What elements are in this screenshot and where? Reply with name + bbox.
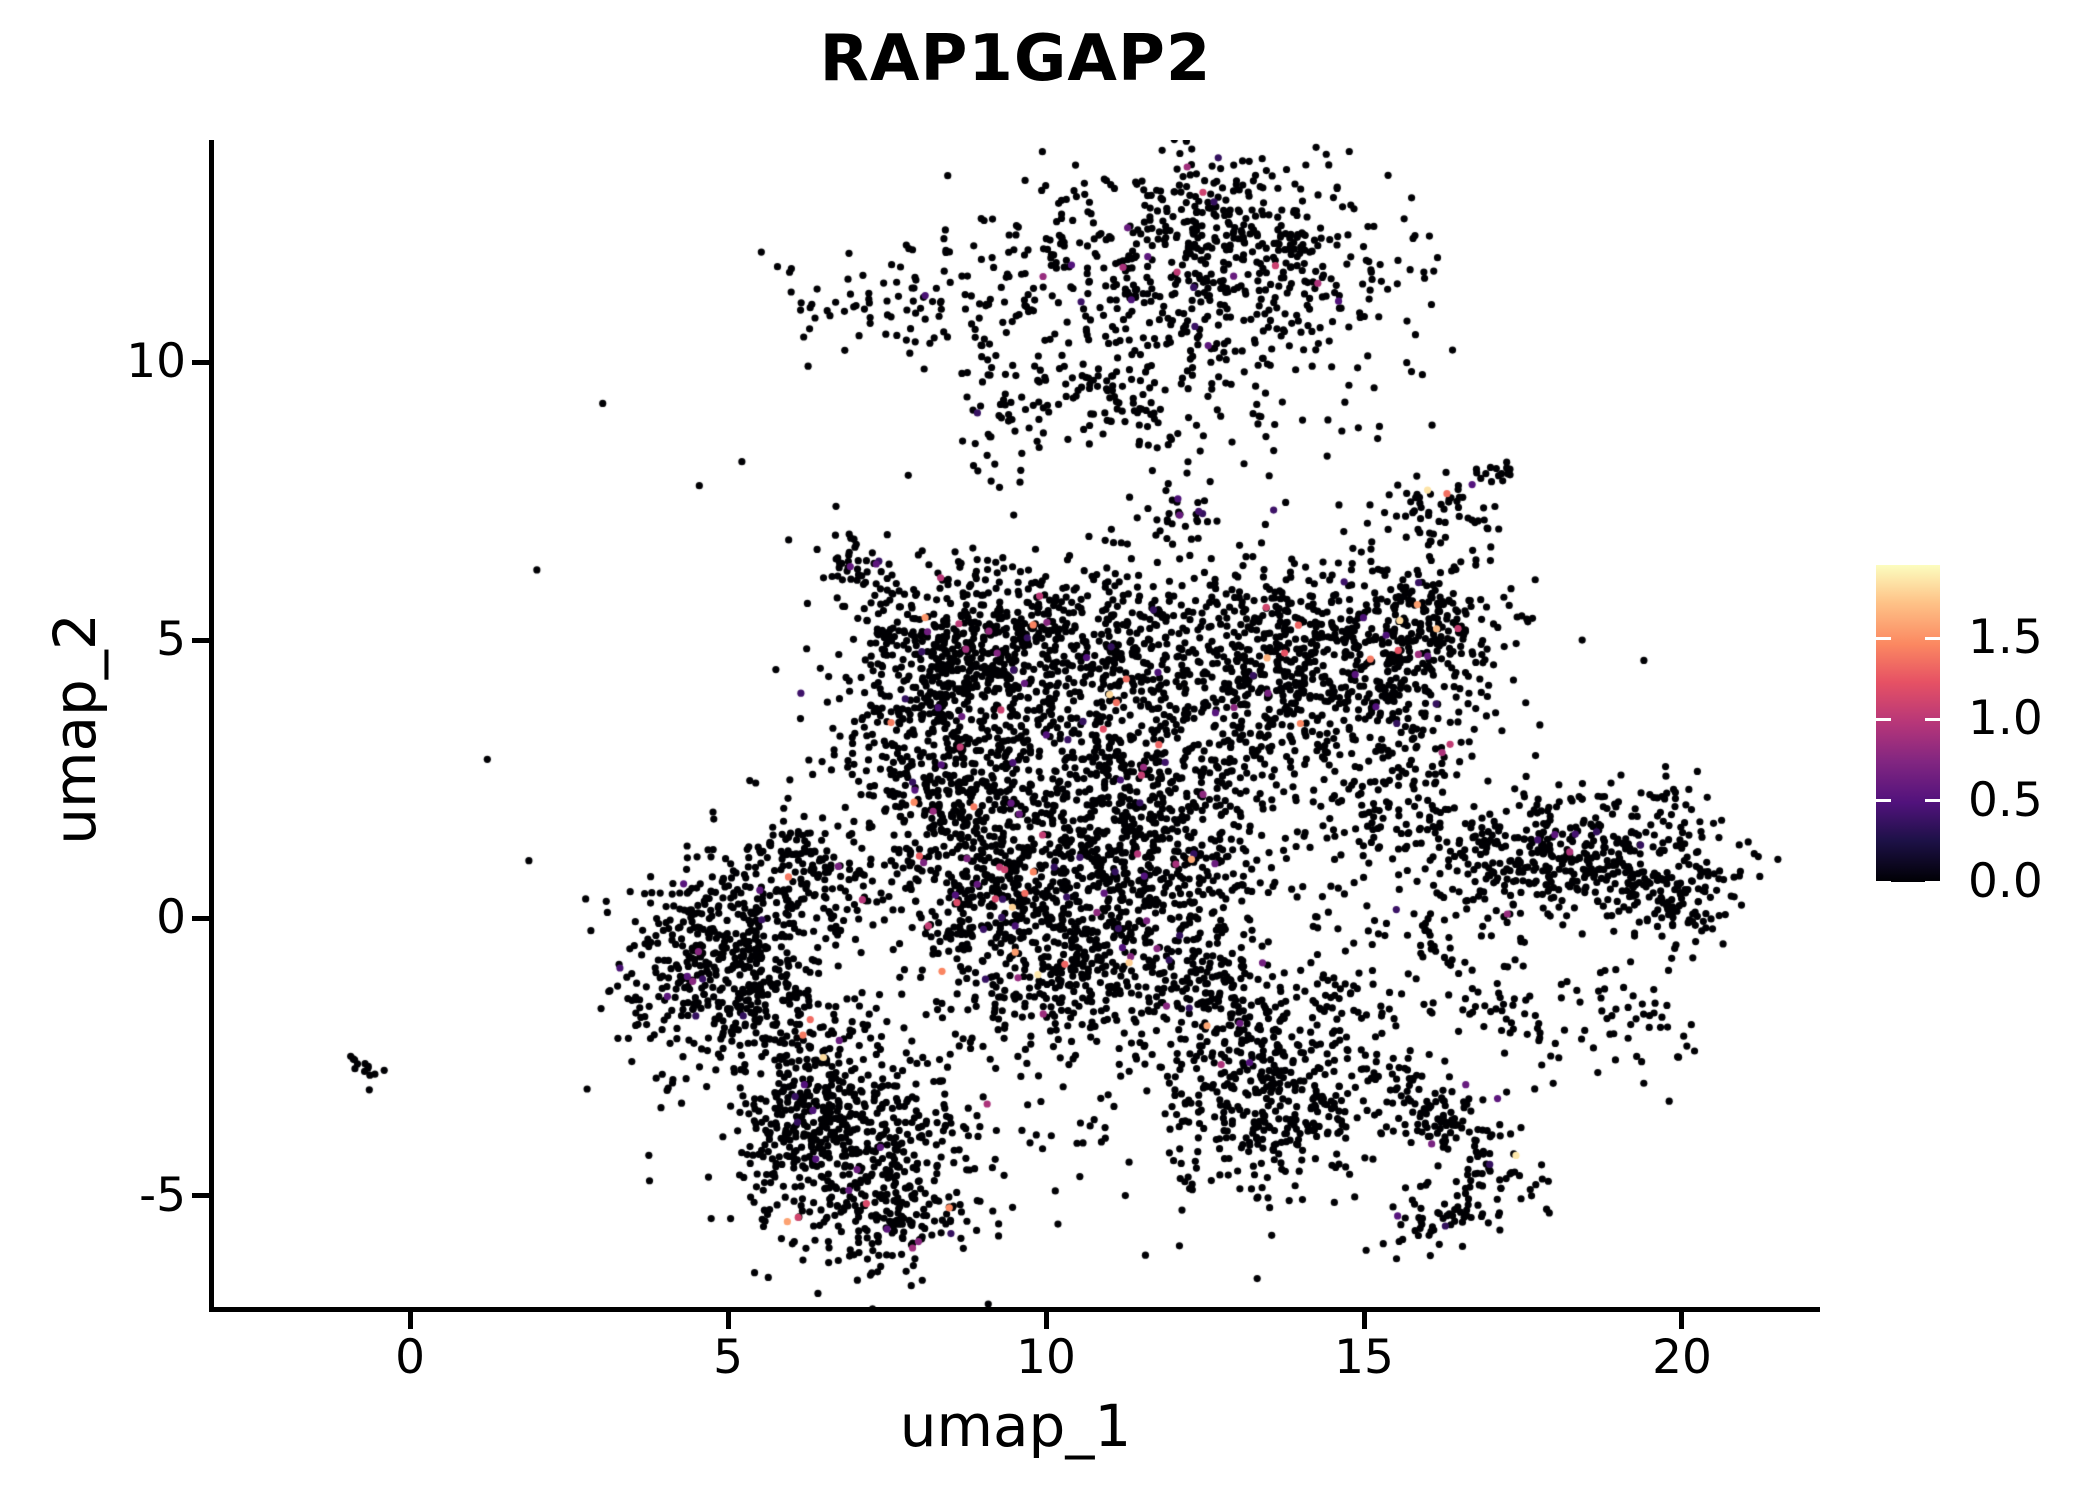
colorbar-tick-label: 1.0 (1968, 691, 2043, 747)
y-axis-line (209, 140, 214, 1312)
x-axis-line (209, 1307, 1820, 1312)
colorbar-tick-label: 0.0 (1968, 854, 2043, 909)
y-tick-label: -5 (139, 1167, 186, 1223)
y-tick-label: 5 (156, 612, 186, 668)
x-tick-mark (1361, 1312, 1367, 1329)
x-tick-mark (1679, 1312, 1685, 1329)
colorbar-tick-mark (1925, 880, 1940, 884)
x-tick-label: 20 (1652, 1330, 1712, 1385)
colorbar-tick-mark (1876, 636, 1891, 640)
colorbar-tick-mark (1925, 799, 1940, 803)
x-tick-mark (1043, 1312, 1049, 1329)
x-tick-label: 15 (1334, 1330, 1394, 1385)
y-tick-label: 10 (126, 334, 186, 390)
x-tick-mark (725, 1312, 731, 1329)
colorbar-tick-mark (1876, 799, 1891, 803)
colorbar-tick-label: 1.5 (1968, 610, 2043, 666)
x-tick-label: 5 (713, 1330, 743, 1385)
colorbar-gradient (1876, 565, 1940, 882)
chart-title: RAP1GAP2 (819, 22, 1212, 96)
y-tick-mark (192, 637, 209, 643)
colorbar-tick-label: 0.5 (1968, 772, 2043, 828)
y-tick-mark (192, 915, 209, 921)
x-tick-label: 10 (1016, 1330, 1076, 1385)
colorbar-tick-mark (1925, 636, 1940, 640)
colorbar-tick-mark (1876, 880, 1891, 884)
y-axis-title: umap_2 (41, 613, 109, 845)
y-tick-mark (192, 359, 209, 365)
x-tick-label: 0 (395, 1330, 425, 1385)
colorbar-tick-mark (1925, 717, 1940, 721)
colorbar-tick-mark (1876, 717, 1891, 721)
y-tick-mark (192, 1193, 209, 1199)
x-tick-mark (407, 1312, 413, 1329)
x-axis-title: umap_1 (899, 1392, 1132, 1460)
scatter-canvas (211, 140, 1820, 1307)
y-tick-label: 0 (156, 890, 186, 945)
